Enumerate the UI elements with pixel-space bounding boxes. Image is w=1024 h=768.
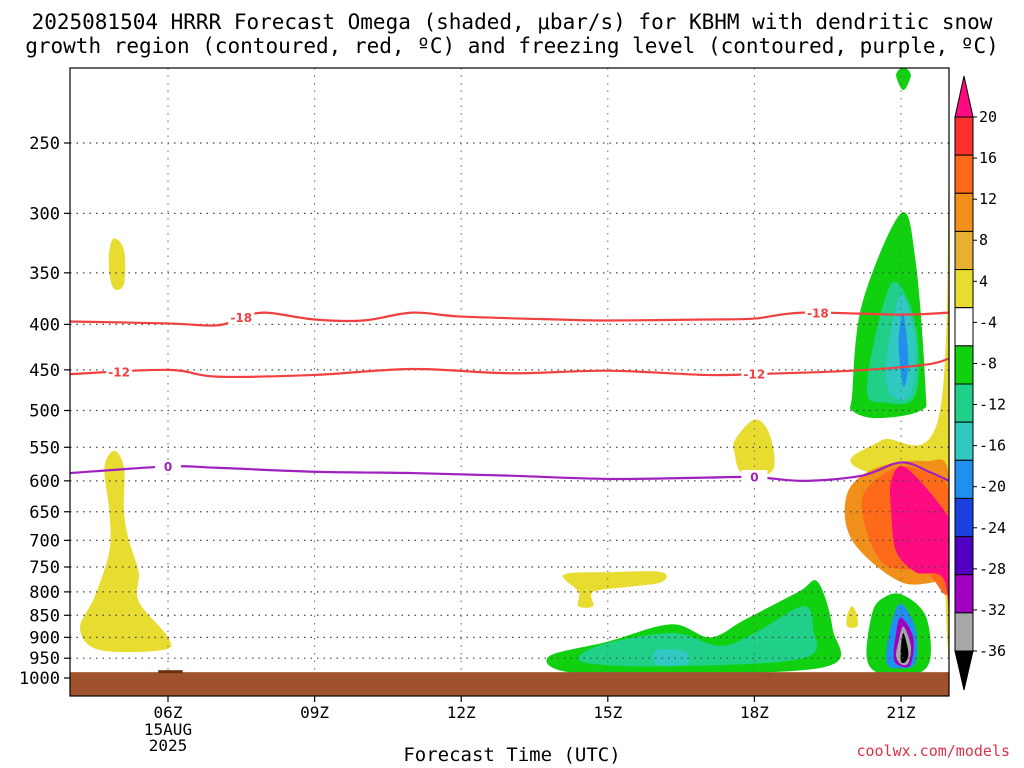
contour-label-2: -12 (108, 365, 130, 379)
contour-label-bg (106, 364, 133, 379)
omega-region-7 (653, 649, 690, 666)
contour-label-bg (804, 305, 831, 320)
y-tick-label: 700 (29, 531, 60, 551)
y-tick-label: 300 (29, 204, 60, 224)
contour-freezing_level-2 (70, 461, 949, 482)
terrain-notch (158, 670, 183, 674)
colorbar-box (954, 421, 974, 461)
contour-label-bg (741, 367, 768, 382)
omega-region-24 (896, 68, 911, 91)
colorbar-box (954, 574, 974, 614)
x-tick-label: 12Z (447, 703, 476, 722)
y-tick-label: 950 (29, 649, 60, 669)
contour-label-4: 0 (164, 460, 172, 474)
colorbar-label: 4 (979, 272, 988, 290)
y-tick-label: 600 (29, 472, 60, 492)
omega-region-3 (733, 419, 775, 478)
chart-title-line-2: growth region (contoured, red, ºC) and f… (25, 34, 999, 58)
x-tick-sublabel: 15AUG (144, 720, 192, 739)
contour-label-5: 0 (750, 470, 758, 484)
chart-title-line-1: 2025081504 HRRR Forecast Omega (shaded, … (31, 10, 993, 34)
colorbar-box (954, 612, 974, 652)
plot-area: -18 -18 -12 -12 0 0 (69, 67, 950, 697)
contour-label-1: -18 (807, 306, 829, 320)
credit-link[interactable]: coolwx.com/models (856, 742, 1010, 760)
omega-region-1 (79, 450, 172, 653)
y-tick-label: 250 (29, 134, 60, 154)
colorbar-box (954, 192, 974, 232)
y-tick-label: 1000 (19, 669, 60, 689)
omega-region-18 (889, 466, 949, 671)
colorbar-legend: 20 16 12 8 4 -4 -8 -12 -16 -20 -24 -28 -32 -36 (954, 75, 1006, 691)
colorbar-label: 16 (979, 149, 997, 167)
colorbar-label: -24 (979, 519, 1006, 537)
colorbar-label: -36 (979, 642, 1006, 660)
colorbar-bottom-arrow (954, 650, 974, 691)
y-tick-label: 400 (29, 315, 60, 335)
y-tick-label: 650 (29, 503, 60, 523)
colorbar-box (954, 345, 974, 385)
contour-label-3: -12 (744, 368, 766, 382)
colorbar-label: -16 (979, 437, 1006, 455)
colorbar-label: -28 (979, 560, 1006, 578)
x-tick-label: 18Z (740, 703, 769, 722)
colorbar-box (954, 497, 974, 538)
x-axis-title: Forecast Time (UTC) (403, 744, 621, 766)
contour-label-bg (741, 469, 768, 484)
omega-region-2 (562, 571, 667, 608)
colorbar-box (954, 459, 974, 499)
colorbar-label: -12 (979, 396, 1006, 414)
colorbar-box (954, 536, 974, 576)
colorbar-label: 20 (979, 108, 997, 126)
omega-region-23 (900, 632, 909, 664)
colorbar-label: 12 (979, 190, 997, 208)
y-axis: 2503003504004505005506006507007508008509… (19, 134, 70, 689)
colorbar-box (954, 116, 974, 156)
contour-label-bg (228, 310, 255, 325)
colorbar-box (954, 154, 974, 194)
colorbar-box (954, 383, 974, 423)
y-tick-label: 800 (29, 583, 60, 603)
colorbar-box (954, 307, 974, 347)
x-tick-sublabel: 2025 (149, 736, 188, 755)
x-tick-label: 15Z (593, 703, 622, 722)
terrain-bar (70, 672, 949, 696)
colorbar-label: -8 (979, 354, 997, 372)
y-tick-label: 500 (29, 402, 60, 422)
omega-region-6 (578, 606, 818, 667)
contour-label-0: -18 (230, 311, 252, 325)
contour-label-bg (155, 459, 181, 474)
colorbar-top-arrow (954, 75, 974, 118)
y-tick-label: 900 (29, 628, 60, 648)
omega-region-0 (108, 238, 126, 290)
colorbar-label: 8 (979, 231, 988, 249)
y-tick-label: 550 (29, 438, 60, 458)
x-tick-label: 06Z (154, 703, 183, 722)
y-tick-label: 750 (29, 558, 60, 578)
y-tick-label: 450 (29, 361, 60, 381)
y-tick-label: 850 (29, 606, 60, 626)
colorbar-label: -4 (979, 313, 997, 331)
plot-content: -18 -18 -12 -12 0 0 (70, 68, 949, 696)
y-tick-label: 350 (29, 264, 60, 284)
omega-region-4 (846, 606, 858, 628)
colorbar-label: -32 (979, 601, 1006, 619)
x-tick-label: 09Z (300, 703, 329, 722)
contour-temperature-1 (70, 357, 949, 379)
colorbar-box (954, 269, 974, 309)
x-tick-label: 21Z (887, 703, 916, 722)
colorbar-box (954, 230, 974, 271)
colorbar-label: -20 (979, 478, 1006, 496)
plot-frame (69, 67, 950, 697)
